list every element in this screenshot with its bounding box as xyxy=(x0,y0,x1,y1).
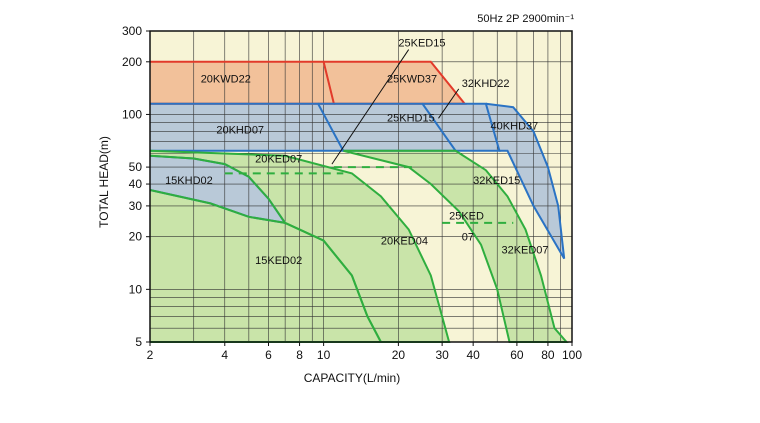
leader-32khd22 xyxy=(438,88,460,119)
region-label-25ked15: 25KED15 xyxy=(398,37,445,49)
x-tick-label: 40 xyxy=(466,348,480,362)
region-label-15khd02: 15KHD02 xyxy=(165,175,213,187)
x-axis-label: CAPACITY(L/min) xyxy=(304,371,400,385)
region-label-32ked15: 32KED15 xyxy=(473,175,520,187)
x-tick-label: 10 xyxy=(317,348,331,362)
region-20khd07 xyxy=(150,103,344,151)
region-15ked02 xyxy=(150,190,381,342)
y-tick-label: 20 xyxy=(129,230,143,244)
leader-25ked15 xyxy=(331,49,410,165)
y-tick-label: 300 xyxy=(122,24,142,38)
y-axis-label: TOTAL HEAD(m) xyxy=(97,136,111,228)
region-label-25ked: 25KED xyxy=(449,211,484,223)
region-label-07: 07 xyxy=(462,232,474,244)
y-tick-label: 5 xyxy=(135,335,142,349)
region-label-32ked07: 32KED07 xyxy=(501,245,548,257)
y-tick-label: 30 xyxy=(129,199,143,213)
x-tick-label: 6 xyxy=(265,348,272,362)
y-tick-label: 40 xyxy=(129,177,143,191)
region-label-20ked04: 20KED04 xyxy=(381,236,428,248)
x-tick-label: 60 xyxy=(510,348,524,362)
x-tick-label: 30 xyxy=(435,348,449,362)
region-label-40khd37: 40KHD37 xyxy=(491,121,539,133)
x-tick-label: 2 xyxy=(147,348,154,362)
region-label-15ked02: 15KED02 xyxy=(255,255,302,267)
plot-frame xyxy=(149,30,573,343)
region-25kwd37 xyxy=(323,61,465,104)
curve-32khd22 xyxy=(422,102,501,152)
x-tick-label: 20 xyxy=(392,348,406,362)
region-label-25khd15: 25KHD15 xyxy=(387,113,435,125)
region-20kwd22 xyxy=(150,61,334,104)
region-25khd15 xyxy=(318,103,456,151)
region-40khd37 xyxy=(485,103,565,259)
region-32ked15 xyxy=(343,150,567,342)
y-tick-label: 100 xyxy=(122,107,142,121)
y-tick-label: 50 xyxy=(129,160,143,174)
region-label-20ked07: 20KED07 xyxy=(255,154,302,166)
region-label-20kwd22: 20KWD22 xyxy=(201,74,251,86)
curve-40khd37 xyxy=(485,102,566,260)
region-label-32khd22: 32KHD22 xyxy=(462,78,510,90)
region-32khd22 xyxy=(422,103,500,151)
x-tick-label: 8 xyxy=(296,348,303,362)
chart-title: 50Hz 2P 2900min⁻¹ xyxy=(477,13,574,25)
x-tick-label: 80 xyxy=(541,348,555,362)
region-label-20khd07: 20KHD07 xyxy=(216,124,264,136)
y-tick-label: 200 xyxy=(122,55,142,69)
x-tick-label: 4 xyxy=(221,348,228,362)
curve-20ked04 xyxy=(149,149,451,343)
region-label-25kwd37: 25KWD37 xyxy=(387,74,437,86)
x-tick-label: 100 xyxy=(562,348,582,362)
curve-20khd07 xyxy=(150,102,345,152)
region-20ked04 xyxy=(150,150,450,342)
y-tick-label: 10 xyxy=(129,282,143,296)
